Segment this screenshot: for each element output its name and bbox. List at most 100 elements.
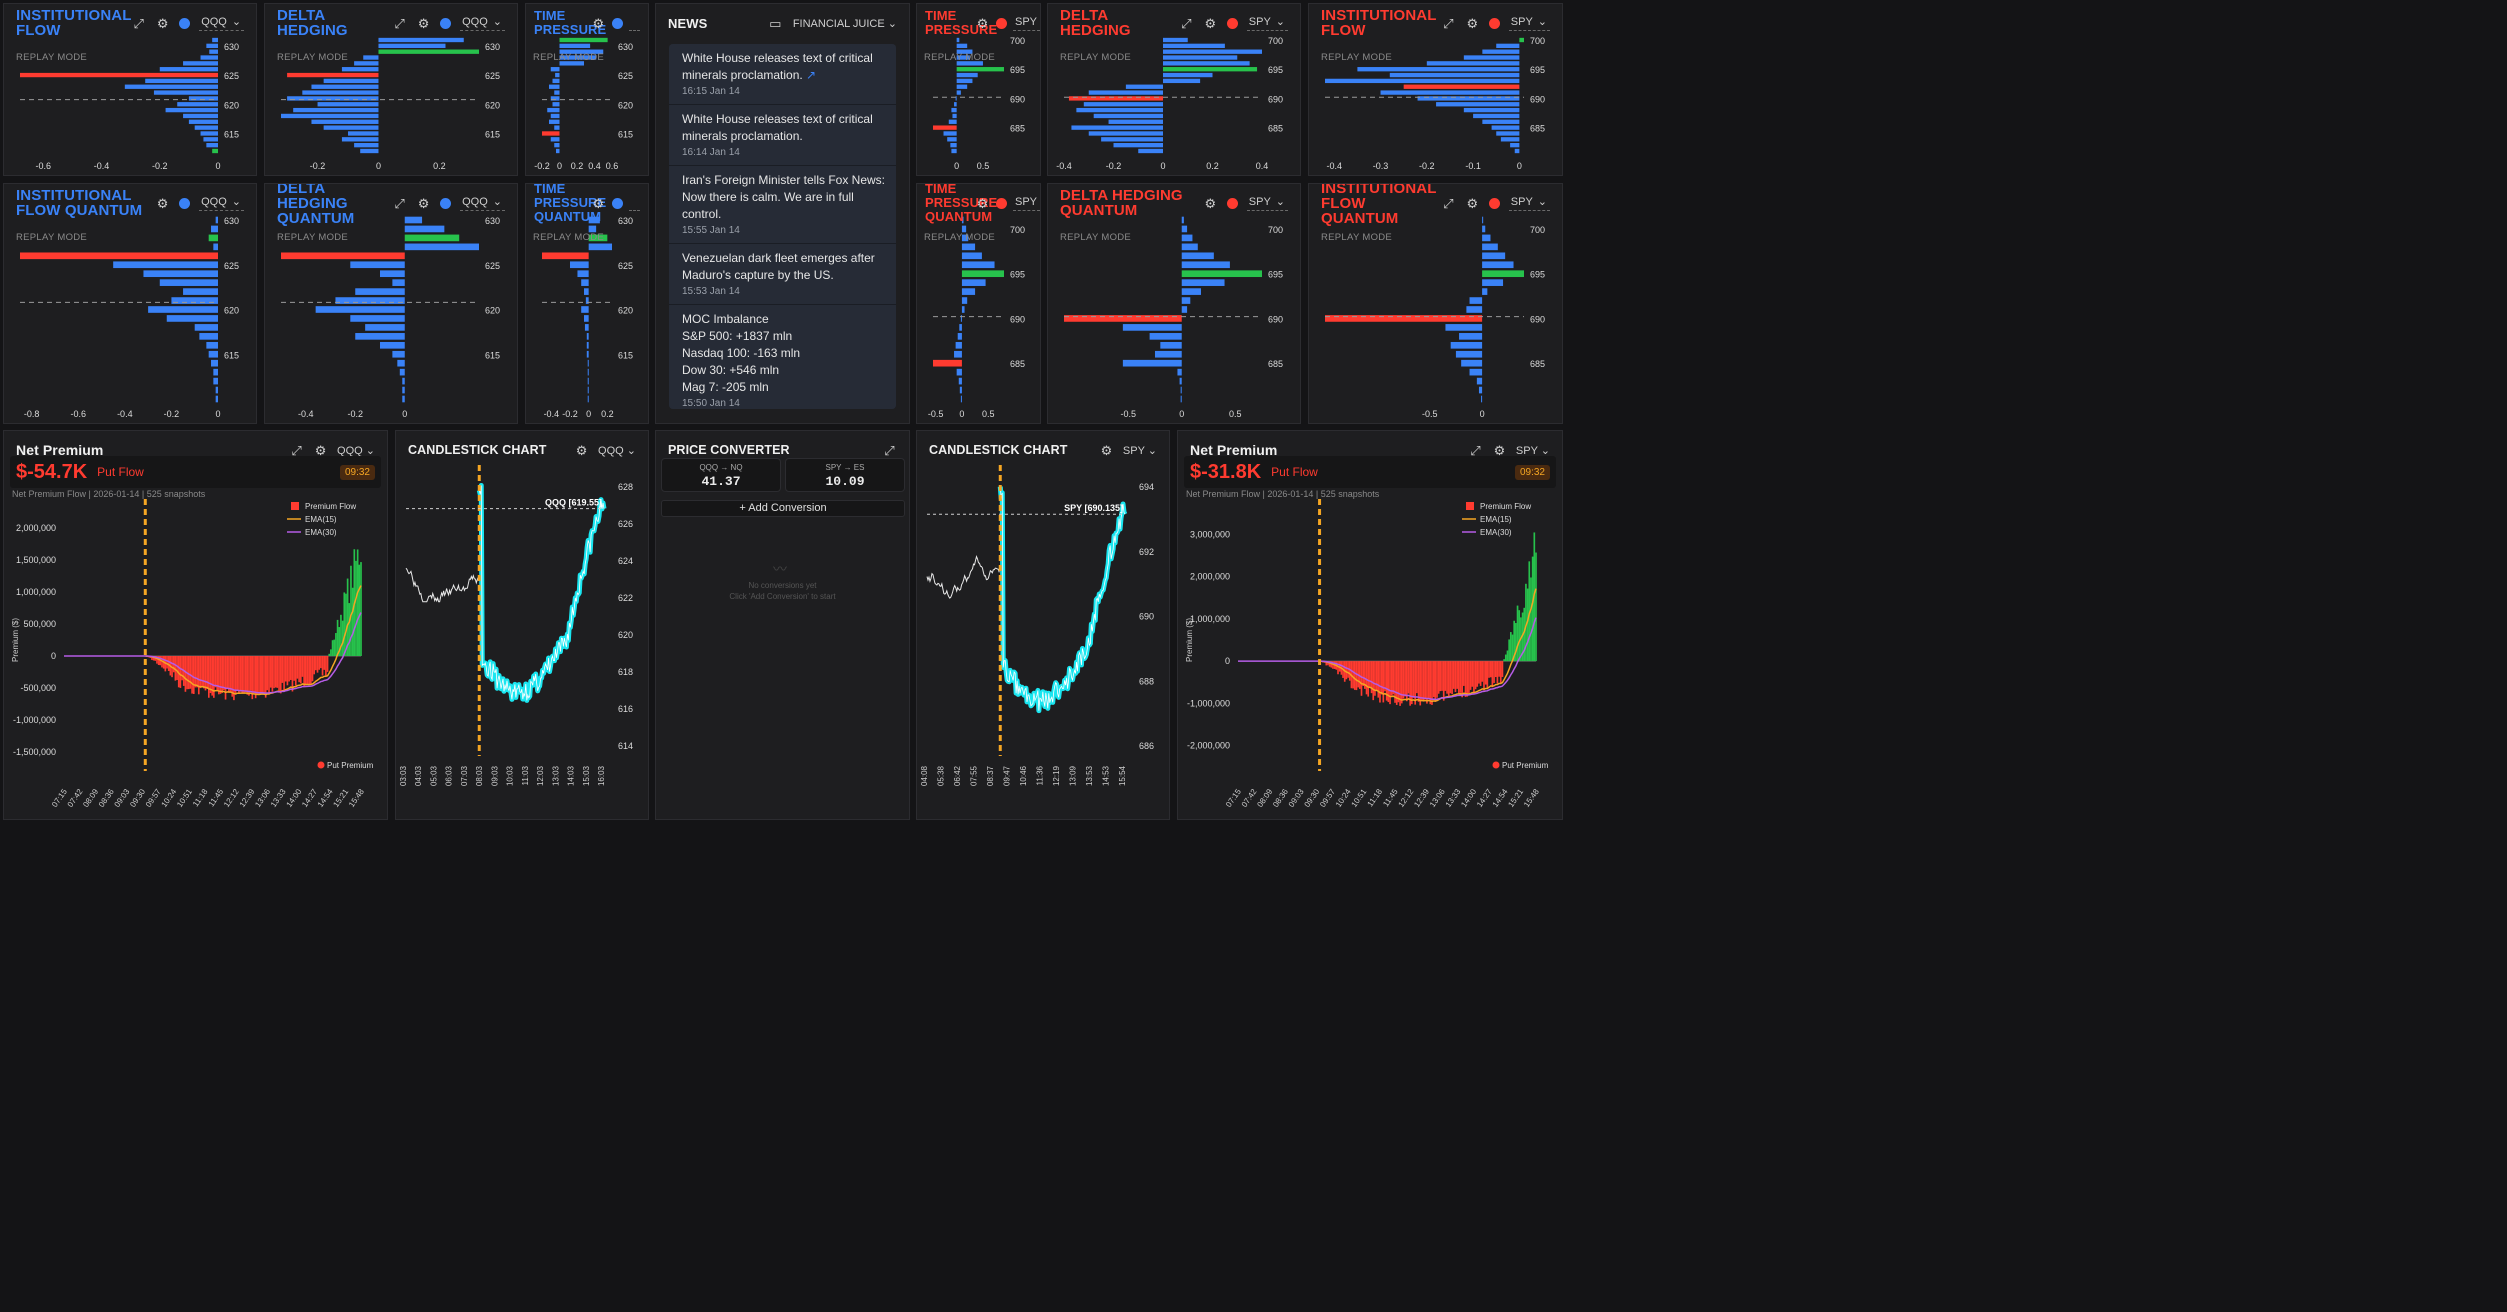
panel-delta-hedging-qqq: DELTA HEDGING ⤢ ⚙ QQQ ⌄ REPLAY MODE 630 625 6… <box>264 3 518 176</box>
news-time: 16:15 Jan 14 <box>682 86 740 97</box>
ticker-select[interactable]: SPY ⌄ <box>1508 195 1550 211</box>
premium-bar <box>1494 661 1497 678</box>
premium-bar <box>1407 661 1410 694</box>
premium-bar <box>1426 661 1428 704</box>
level-bar <box>956 84 968 89</box>
premium-bar <box>1518 610 1521 662</box>
premium-bar <box>325 655 327 676</box>
level-bar <box>948 119 957 124</box>
x-tick-label: 0 <box>1517 161 1522 171</box>
replay-mode-label: REPLAY MODE <box>533 52 605 63</box>
expand-icon[interactable]: ⤢ <box>1443 195 1454 211</box>
premium-bar <box>174 655 177 681</box>
level-bar <box>378 43 446 49</box>
ticker-select[interactable]: QQQ ⌄ <box>598 444 636 457</box>
conversion-card-qqq[interactable]: QQQ → NQ 41.37 <box>661 458 781 492</box>
ticker-select[interactable] <box>628 196 640 211</box>
candlestick-chart[interactable]: 628 626 624 622 620 618 616 614 03:03 04:03 05:03 0… <box>396 431 649 820</box>
news-item[interactable]: Venezuelan dark fleet emerges after Madu… <box>669 244 896 305</box>
ticker-select[interactable]: QQQ ⌄ <box>460 195 505 211</box>
external-link-icon[interactable]: ↗ <box>802 68 817 82</box>
net-premium-panel-qqq: Net Premium ⤢ ⚙ QQQ ⌄ $-54.7K Put Flow 09:… <box>3 430 388 820</box>
gear-icon[interactable]: ⚙ <box>1493 442 1506 458</box>
level-bar <box>354 61 379 66</box>
ticker-select[interactable]: QQQ ⌄ <box>337 444 375 457</box>
news-item[interactable]: MOC Imbalance S&P 500: +1837 mln Nasdaq … <box>669 305 896 409</box>
expand-icon[interactable]: ⤢ <box>884 442 895 458</box>
add-conversion-button[interactable]: + Add Conversion <box>661 500 905 517</box>
empty-state-hint: Click 'Add Conversion' to start <box>729 592 836 601</box>
expand-icon[interactable]: ⤢ <box>394 195 405 211</box>
y-tick-label: 700 <box>1010 225 1025 235</box>
ticker-select[interactable]: QQQ ⌄ <box>199 195 244 211</box>
premium-bar <box>1399 661 1401 706</box>
expand-icon[interactable]: ⤢ <box>1470 442 1481 458</box>
y-tick-label: 625 <box>224 71 239 81</box>
news-list[interactable]: White House releases text of critical mi… <box>669 44 896 409</box>
candlestick-chart[interactable]: 694 692 690 688 686 04:08 05:38 06:42 07:55 08:37… <box>917 431 1170 820</box>
gear-icon[interactable]: ⚙ <box>976 15 989 31</box>
ticker-select[interactable]: SPY ⌄ <box>1515 444 1550 457</box>
gear-icon[interactable]: ⚙ <box>1204 15 1217 31</box>
gear-icon[interactable]: ⚙ <box>314 442 327 458</box>
y-axis-label: Premium ($) <box>1185 618 1194 662</box>
expand-icon[interactable]: ⤢ <box>394 15 405 31</box>
gear-icon[interactable]: ⚙ <box>417 195 430 211</box>
premium-bar <box>221 655 224 693</box>
gear-icon[interactable]: ⚙ <box>156 195 169 211</box>
y-tick-label: 685 <box>1010 124 1025 134</box>
x-tick-label: 14:54 <box>1491 787 1510 809</box>
x-tick-label: 0 <box>954 161 959 171</box>
premium-bar <box>1466 661 1469 697</box>
bar-chart: 700 695 690 685 -0.4 -0.2 0 0.2 0.4 <box>1056 36 1283 171</box>
conversion-card-spy[interactable]: SPY → ES 10.09 <box>785 458 905 492</box>
premium-bar <box>1365 661 1368 695</box>
ticker-select[interactable]: SPY <box>1013 196 1040 211</box>
expand-icon[interactable]: ⤢ <box>291 442 302 458</box>
level-bar <box>402 386 405 394</box>
gear-icon[interactable]: ⚙ <box>1204 195 1217 211</box>
ticker-select[interactable]: SPY ⌄ <box>1508 15 1550 31</box>
gear-icon[interactable]: ⚙ <box>592 15 605 31</box>
news-source-select[interactable]: FINANCIAL JUICE ⌄ <box>792 17 897 30</box>
gear-icon[interactable]: ⚙ <box>575 442 588 458</box>
gear-icon[interactable]: ⚙ <box>1466 15 1479 31</box>
gear-icon[interactable]: ⚙ <box>976 195 989 211</box>
ticker-select[interactable]: QQQ ⌄ <box>199 15 245 31</box>
ticker-select[interactable]: SPY ⌄ <box>1122 444 1157 457</box>
level-bar <box>1122 324 1182 331</box>
premium-bar <box>248 655 250 696</box>
x-tick-label: 09:03 <box>113 787 132 809</box>
level-bar <box>380 341 405 349</box>
expand-icon[interactable]: ⤢ <box>133 15 144 31</box>
premium-bar <box>184 655 187 692</box>
premium-bar <box>1449 661 1452 694</box>
news-item[interactable]: White House releases text of critical mi… <box>669 105 896 166</box>
ticker-select[interactable]: SPY ⌄ <box>1246 15 1288 31</box>
ticker-select[interactable]: SPY ⌄ <box>1246 195 1288 211</box>
gear-icon[interactable]: ⚙ <box>156 15 169 31</box>
expand-icon[interactable]: ⤢ <box>1443 15 1454 31</box>
x-tick-label: 0 <box>402 409 407 419</box>
calendar-icon[interactable]: ▭ <box>769 15 782 31</box>
news-item[interactable]: White House releases text of critical mi… <box>669 44 896 105</box>
x-tick-label: 14:53 <box>1102 765 1111 786</box>
premium-bar <box>345 593 347 656</box>
ticker-select[interactable]: SPY <box>1013 16 1040 31</box>
premium-bar <box>1421 661 1423 701</box>
news-item[interactable]: Iran's Foreign Minister tells Fox News: … <box>669 166 896 244</box>
gear-icon[interactable]: ⚙ <box>1466 195 1479 211</box>
gear-icon[interactable]: ⚙ <box>592 195 605 211</box>
gear-icon[interactable]: ⚙ <box>1100 442 1113 458</box>
x-tick-label: 0.5 <box>1229 409 1242 419</box>
expand-icon[interactable]: ⤢ <box>1181 15 1192 31</box>
ticker-select[interactable] <box>628 16 640 31</box>
level-bar <box>1478 386 1483 394</box>
ticker-select[interactable]: QQQ ⌄ <box>460 15 505 31</box>
premium-bar <box>229 655 232 693</box>
x-tick-label: -0.2 <box>562 409 578 419</box>
replay-mode-label: REPLAY MODE <box>16 232 88 243</box>
premium-bar <box>1337 661 1339 675</box>
gear-icon[interactable]: ⚙ <box>417 15 430 31</box>
premium-bar <box>1431 661 1433 705</box>
